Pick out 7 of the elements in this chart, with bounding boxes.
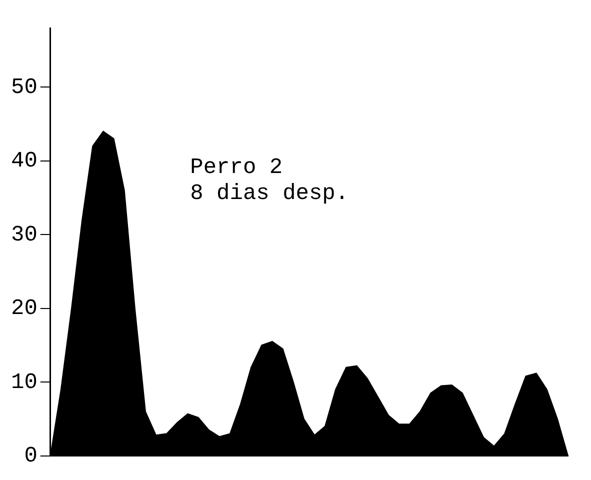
y-tick-label: 30 — [11, 222, 38, 248]
y-tick-label: 40 — [11, 148, 38, 174]
y-tick-label: 20 — [11, 296, 38, 322]
y-tick-label: 0 — [24, 444, 38, 469]
y-tick-label: 50 — [11, 74, 38, 100]
y-tick-label: 10 — [11, 370, 38, 395]
annotation: Perro 2 8 dias desp. — [190, 155, 349, 206]
